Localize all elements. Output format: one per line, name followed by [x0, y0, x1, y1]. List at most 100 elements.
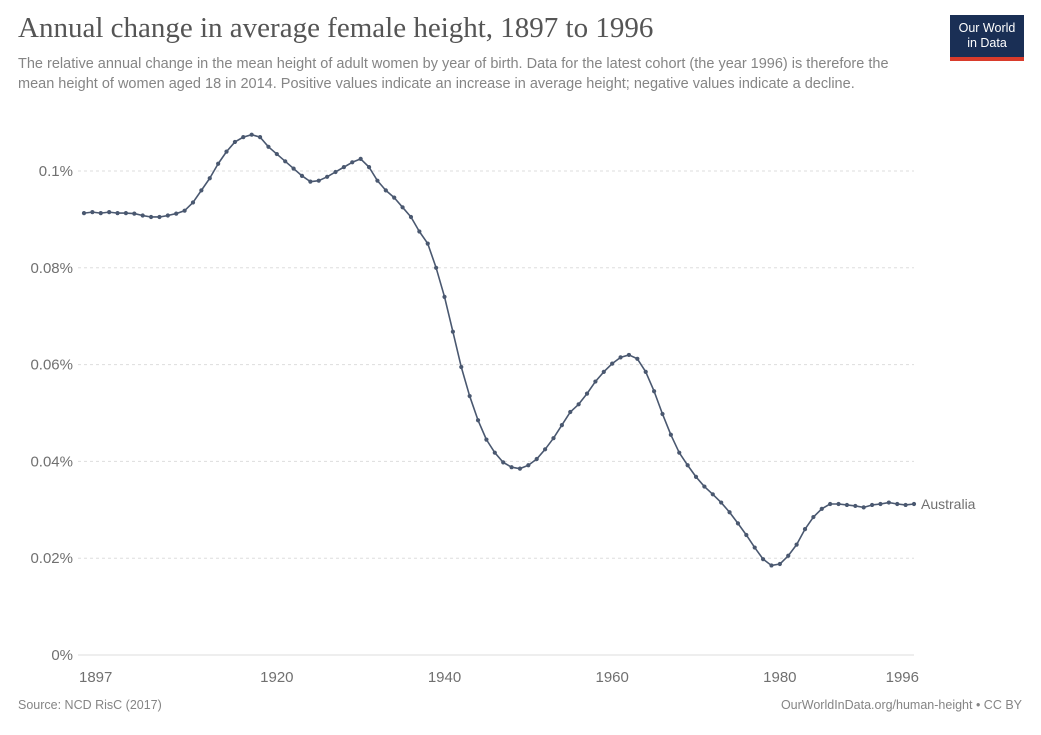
data-point[interactable] [123, 211, 129, 216]
data-point[interactable] [90, 210, 95, 215]
data-point[interactable] [752, 545, 757, 550]
data-point[interactable] [98, 211, 103, 216]
data-point[interactable] [408, 214, 414, 220]
data-point[interactable] [366, 165, 372, 170]
data-point[interactable] [450, 329, 455, 334]
data-point[interactable] [677, 450, 682, 455]
data-point[interactable] [383, 188, 388, 193]
data-point[interactable] [643, 369, 648, 374]
data-point[interactable] [190, 200, 196, 205]
data-point[interactable] [802, 527, 808, 532]
data-point[interactable] [811, 514, 816, 520]
source-note[interactable]: Source: NCD RisC (2017) [18, 698, 162, 712]
data-point[interactable] [543, 447, 548, 452]
data-point[interactable] [417, 229, 422, 234]
data-point[interactable] [610, 361, 615, 366]
data-point[interactable] [794, 542, 799, 547]
data-point[interactable] [467, 393, 472, 399]
data-point[interactable] [199, 188, 204, 193]
data-point[interactable] [442, 294, 447, 299]
data-point[interactable] [869, 502, 875, 508]
data-point[interactable] [232, 139, 238, 145]
data-point[interactable] [115, 211, 120, 216]
data-point[interactable] [375, 178, 380, 183]
data-point[interactable] [475, 418, 481, 423]
data-point[interactable] [107, 210, 112, 215]
data-point[interactable] [861, 505, 866, 510]
data-point[interactable] [719, 500, 724, 505]
data-point[interactable] [551, 436, 556, 441]
data-point[interactable] [165, 213, 170, 218]
data-point[interactable] [601, 369, 606, 374]
data-point[interactable] [685, 463, 690, 468]
credit-link[interactable]: OurWorldInData.org/human-height • CC BY [780, 698, 1022, 712]
series-label[interactable]: Australia [921, 496, 976, 512]
data-point[interactable] [693, 474, 699, 479]
data-point[interactable] [207, 176, 212, 181]
data-point[interactable] [241, 135, 246, 140]
data-point[interactable] [341, 165, 346, 170]
data-point[interactable] [635, 356, 640, 361]
data-point[interactable] [836, 501, 841, 507]
series-line[interactable] [83, 133, 915, 567]
data-point[interactable] [568, 409, 573, 415]
data-point[interactable] [853, 503, 858, 509]
data-point[interactable] [819, 506, 824, 511]
data-point[interactable] [534, 456, 539, 462]
owid-logo[interactable]: Our World in Data [950, 15, 1024, 61]
data-point[interactable] [886, 500, 891, 505]
data-point[interactable] [895, 501, 900, 507]
data-point[interactable] [425, 241, 430, 246]
data-point[interactable] [140, 213, 145, 218]
data-point[interactable] [668, 432, 673, 437]
data-point[interactable] [878, 501, 883, 507]
data-point[interactable] [132, 211, 137, 216]
data-point[interactable] [299, 173, 305, 178]
data-point[interactable] [727, 510, 732, 515]
data-point[interactable] [291, 166, 296, 171]
data-point[interactable] [584, 391, 590, 396]
data-point[interactable] [777, 561, 782, 567]
data-point[interactable] [911, 501, 917, 507]
data-point[interactable] [735, 521, 741, 526]
data-point[interactable] [760, 557, 766, 562]
data-point[interactable] [434, 265, 439, 270]
data-point[interactable] [350, 160, 355, 165]
data-point[interactable] [308, 179, 313, 184]
data-point[interactable] [81, 211, 87, 216]
data-point[interactable] [459, 364, 464, 370]
data-point[interactable] [660, 411, 665, 417]
data-point[interactable] [283, 159, 288, 164]
data-point[interactable] [828, 501, 833, 507]
data-point[interactable] [358, 156, 363, 161]
data-point[interactable] [844, 502, 850, 508]
data-point[interactable] [626, 352, 632, 358]
data-point[interactable] [492, 450, 497, 455]
data-point[interactable] [903, 502, 908, 508]
data-point[interactable] [769, 563, 774, 568]
data-point[interactable] [509, 465, 514, 470]
data-point[interactable] [593, 379, 598, 384]
data-point[interactable] [652, 389, 657, 394]
data-point[interactable] [182, 208, 187, 213]
data-point[interactable] [392, 195, 397, 200]
data-point[interactable] [174, 211, 179, 216]
data-point[interactable] [702, 484, 707, 489]
data-point[interactable] [576, 402, 581, 407]
data-point[interactable] [559, 423, 564, 428]
data-point[interactable] [316, 178, 321, 183]
data-point[interactable] [266, 144, 271, 149]
data-point[interactable] [157, 214, 162, 220]
data-point[interactable] [325, 174, 330, 179]
data-point[interactable] [786, 553, 791, 558]
data-point[interactable] [274, 151, 279, 157]
data-point[interactable] [710, 492, 715, 497]
data-point[interactable] [400, 205, 405, 210]
data-point[interactable] [216, 161, 221, 166]
data-point[interactable] [148, 214, 154, 220]
data-point[interactable] [333, 169, 338, 175]
data-point[interactable] [249, 132, 254, 137]
data-point[interactable] [501, 460, 506, 465]
data-point[interactable] [618, 355, 623, 360]
data-point[interactable] [484, 437, 489, 442]
